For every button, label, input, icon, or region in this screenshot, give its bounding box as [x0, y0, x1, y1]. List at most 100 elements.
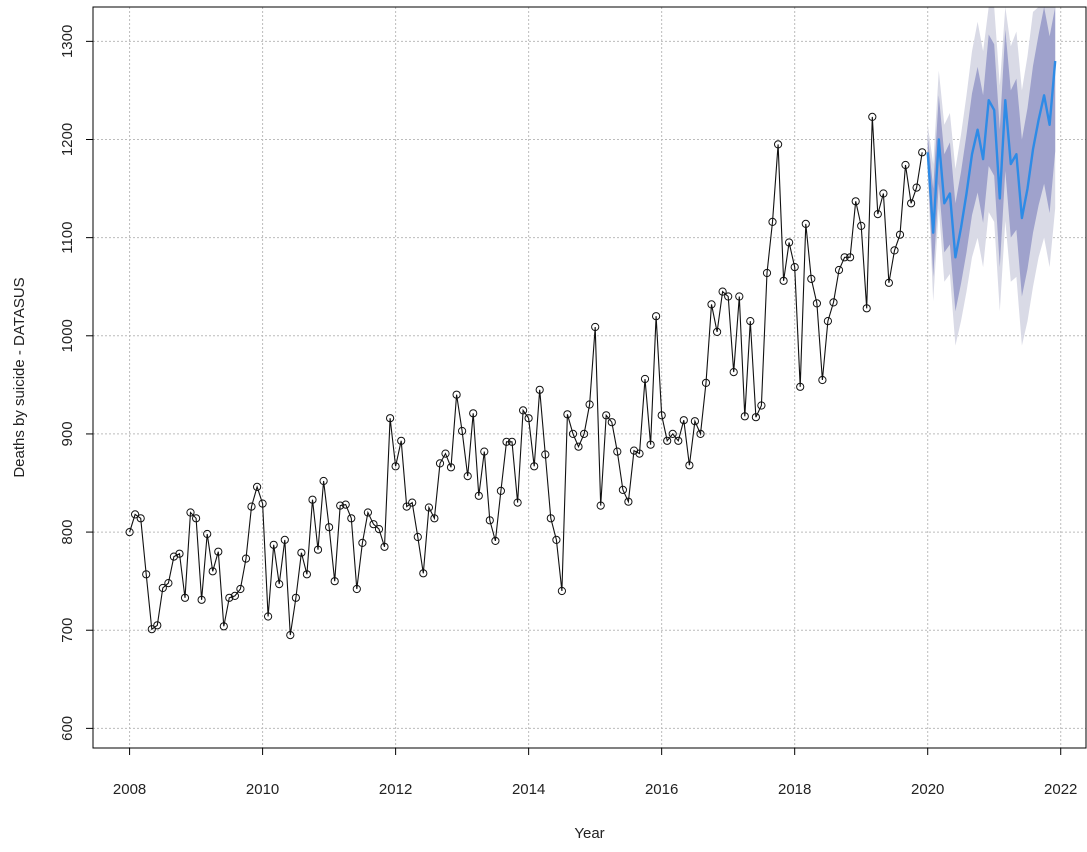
observed-point: [513, 498, 522, 507]
plot-frame: [92, 6, 1087, 749]
x-axis-title: Year: [574, 825, 604, 842]
observed-point: [574, 442, 583, 451]
observed-point: [463, 472, 472, 481]
observed-point: [618, 485, 628, 494]
x-axis-ticks: 2008 2010 2012 2014 2016 2018 2020 2022: [113, 748, 1077, 798]
observed-point: [302, 570, 311, 579]
observed-point: [352, 584, 361, 594]
y-tick-label: 1100: [59, 222, 76, 254]
observed-point: [347, 514, 356, 523]
observed-point: [596, 501, 605, 510]
observed-point: [380, 542, 389, 551]
observed-point: [530, 462, 539, 471]
observed-point: [131, 510, 140, 519]
observed-point: [413, 532, 422, 542]
observed-point: [175, 549, 184, 558]
observed-point: [834, 265, 844, 275]
observed-point: [374, 525, 384, 534]
observed-point: [491, 536, 500, 546]
observed-point: [424, 503, 433, 512]
observed-point: [358, 538, 367, 548]
y-tick-label: 1300: [59, 25, 76, 58]
observed-point: [873, 210, 882, 219]
observed-point: [186, 508, 195, 517]
y-axis-title: Deaths by suicide - DATASUS: [11, 277, 28, 477]
observed-point: [857, 221, 866, 230]
observed-point: [319, 476, 328, 486]
observed-point: [851, 197, 860, 206]
observed-point: [142, 570, 151, 579]
observed-point: [685, 461, 694, 470]
gridlines: [93, 7, 1086, 748]
observed-point: [652, 312, 661, 321]
observed-point: [740, 412, 749, 421]
observed-point: [203, 529, 212, 539]
observed-point: [663, 436, 672, 445]
observed-point: [474, 491, 483, 500]
observed-point: [519, 406, 528, 415]
y-tick-label: 600: [59, 716, 76, 741]
observed-point: [818, 375, 827, 385]
observed-point: [291, 593, 300, 602]
observed-point: [435, 459, 445, 468]
observed-point: [840, 253, 849, 262]
observed-point: [868, 112, 877, 122]
observed-point: [657, 411, 666, 420]
forecast-mean-line: [926, 60, 1057, 259]
observed-point: [774, 140, 783, 149]
observed-point: [768, 217, 777, 226]
observed-point: [408, 498, 417, 507]
y-tick-label: 700: [59, 618, 76, 643]
observed-point: [253, 482, 262, 491]
observed-point: [602, 411, 611, 420]
observed-point: [635, 449, 644, 458]
y-axis-ticks: 600 700 800 900 1000 1100 1200 1300: [59, 25, 93, 741]
observed-point: [214, 547, 223, 556]
observed-point: [674, 436, 683, 445]
observed-point: [591, 322, 600, 332]
observed-point: [585, 400, 594, 409]
observed-point: [884, 278, 894, 287]
observed-point: [707, 300, 716, 309]
observed-point: [180, 593, 190, 602]
observed-point: [308, 495, 317, 504]
observed-point: [230, 591, 239, 601]
observed-point: [762, 268, 772, 278]
observed-point: [192, 514, 201, 523]
observed-points: [125, 112, 927, 640]
observed-point: [690, 417, 700, 426]
observed-point: [701, 378, 711, 387]
observed-point: [524, 414, 533, 423]
observed-point: [735, 292, 744, 301]
y-tick-label: 1200: [59, 123, 76, 156]
observed-point: [807, 274, 816, 283]
y-tick-label: 900: [59, 421, 76, 446]
observed-point: [275, 580, 284, 589]
observed-point: [552, 535, 561, 545]
observed-point: [557, 586, 567, 596]
observed-point: [640, 374, 650, 384]
observed-point: [901, 160, 910, 170]
observed-point: [485, 516, 494, 525]
observed-point: [397, 436, 406, 445]
observed-point: [541, 450, 550, 459]
observed-point: [341, 500, 350, 509]
observed-point: [363, 508, 372, 517]
observed-point: [613, 447, 622, 456]
observed-point: [496, 486, 505, 495]
observed-point: [264, 612, 273, 621]
series-lines: [129, 60, 1057, 636]
observed-point: [236, 584, 245, 594]
observed-point: [369, 520, 378, 529]
observed-point: [480, 447, 489, 456]
observed-point: [269, 540, 278, 549]
observed-point: [136, 514, 145, 523]
x-tick-label: 2020: [911, 781, 944, 798]
observed-point: [668, 429, 677, 438]
observed-point: [158, 583, 167, 593]
observed-point: [402, 502, 411, 511]
observed-point: [801, 219, 810, 228]
observed-point: [779, 276, 788, 285]
y-tick-label: 800: [59, 520, 76, 545]
observed-point: [862, 304, 871, 313]
